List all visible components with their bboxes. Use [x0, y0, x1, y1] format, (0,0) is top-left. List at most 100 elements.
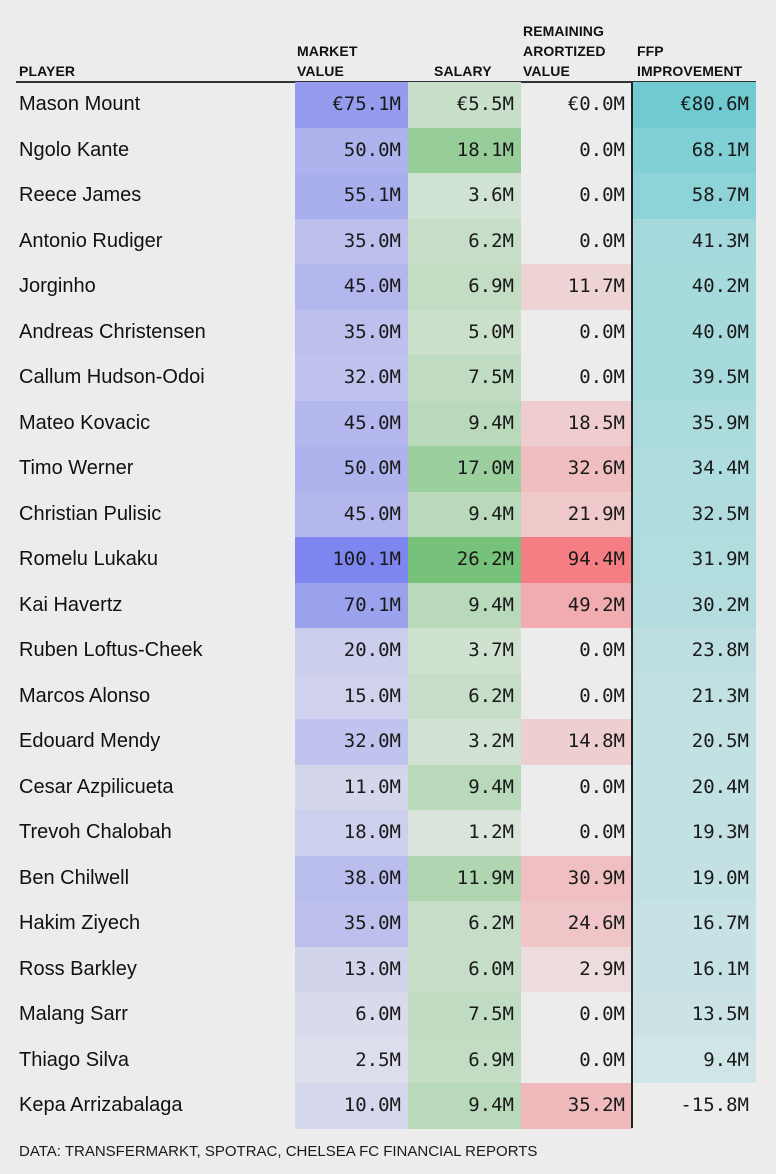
cell-ffp: 19.0M	[632, 855, 756, 901]
cell-remaining: 30.9M	[521, 855, 632, 901]
cell-salary: 7.5M	[408, 355, 521, 401]
cell-ffp: 9.4M	[632, 1037, 756, 1083]
cell-market-value: 38.0M	[295, 855, 408, 901]
player-name: Reece James	[19, 184, 142, 206]
cell-remaining: 0.0M	[579, 821, 625, 843]
cell-ffp: 35.9M	[632, 400, 756, 446]
player-name: Romelu Lukaku	[19, 548, 158, 570]
cell-salary: 9.4M	[408, 400, 521, 446]
player-name: Malang Sarr	[19, 1003, 128, 1025]
player-name: Trevoh Chalobah	[19, 821, 172, 843]
cell-salary: 6.2M	[408, 218, 521, 264]
cell-salary: 5.0M	[408, 309, 521, 355]
cell-remaining: 18.5M	[521, 400, 632, 446]
cell-salary: 17.0M	[408, 446, 521, 492]
cell-ffp: 16.7M	[632, 901, 756, 947]
cell-ffp: 30.2M	[632, 582, 756, 628]
player-name: Ross Barkley	[19, 957, 137, 980]
cell-market-value: 50.0M	[295, 446, 408, 492]
cell-salary: 6.9M	[408, 1037, 521, 1083]
cell-ffp: 40.2M	[632, 264, 756, 310]
cell-salary: 9.4M	[408, 582, 521, 628]
cell-ffp: -15.8M	[680, 1094, 749, 1116]
cell-salary: 3.2M	[408, 719, 521, 765]
cell-salary: 1.2M	[408, 810, 521, 856]
cell-ffp: 20.4M	[632, 764, 756, 810]
cell-salary: 9.4M	[408, 491, 521, 537]
cell-ffp: 13.5M	[632, 992, 756, 1038]
cell-ffp: 20.5M	[632, 719, 756, 765]
cell-market-value: 10.0M	[295, 1083, 408, 1129]
cell-market-value: 15.0M	[295, 673, 408, 719]
cell-salary: 9.4M	[408, 764, 521, 810]
player-name: Edouard Mendy	[19, 730, 161, 752]
player-name: Christian Pulisic	[19, 502, 162, 525]
cell-salary: 3.7M	[408, 628, 521, 674]
cell-salary: 9.4M	[408, 1083, 521, 1129]
player-name: Ngolo Kante	[19, 138, 130, 161]
cell-remaining: 0.0M	[579, 229, 625, 252]
player-name: Jorginho	[19, 275, 96, 297]
cell-remaining: 11.7M	[521, 264, 632, 310]
cell-ffp: 40.0M	[632, 309, 756, 355]
cell-market-value: €75.1M	[295, 82, 408, 128]
cell-remaining: 0.0M	[579, 138, 625, 161]
player-name: Kai Havertz	[19, 593, 123, 616]
cell-remaining: 0.0M	[579, 320, 625, 343]
cell-salary: 6.9M	[408, 264, 521, 310]
cell-market-value: 45.0M	[295, 264, 408, 310]
cell-remaining: 0.0M	[579, 684, 625, 707]
cell-remaining: 94.4M	[521, 537, 632, 583]
cell-salary: 3.6M	[408, 173, 521, 219]
header-remaining-value: REMAINING ARORTIZED VALUE	[523, 23, 606, 79]
player-name: Marcos Alonso	[19, 684, 151, 707]
header-salary: SALARY	[434, 63, 492, 79]
cell-remaining: 0.0M	[579, 1048, 625, 1071]
player-name: Antonio Rudiger	[19, 229, 163, 252]
cell-market-value: 45.0M	[295, 400, 408, 446]
cell-market-value: 32.0M	[295, 719, 408, 765]
player-name: Timo Werner	[19, 457, 134, 479]
player-name: Cesar Azpilicueta	[19, 775, 174, 798]
player-name: Ben Chilwell	[19, 866, 130, 889]
cell-ffp: 23.8M	[632, 628, 756, 674]
cell-market-value: 6.0M	[295, 992, 408, 1038]
cell-market-value: 45.0M	[295, 491, 408, 537]
cell-market-value: 11.0M	[295, 764, 408, 810]
player-name: Ruben Loftus-Cheek	[19, 639, 203, 661]
player-name: Andreas Christensen	[19, 320, 206, 343]
cell-remaining: 0.0M	[579, 775, 625, 798]
cell-market-value: 55.1M	[295, 173, 408, 219]
cell-ffp: 34.4M	[632, 446, 756, 492]
cell-market-value: 35.0M	[295, 218, 408, 264]
cell-market-value: 70.1M	[295, 582, 408, 628]
cell-remaining: 2.9M	[521, 946, 632, 992]
cell-market-value: 13.0M	[295, 946, 408, 992]
cell-remaining: 0.0M	[579, 184, 625, 206]
cell-remaining: 21.9M	[521, 491, 632, 537]
cell-salary: 18.1M	[408, 127, 521, 173]
cell-ffp: 31.9M	[632, 537, 756, 583]
cell-ffp: 39.5M	[632, 355, 756, 401]
cell-remaining: 0.0M	[579, 1003, 625, 1025]
cell-remaining: 14.8M	[521, 719, 632, 765]
player-name: Callum Hudson-Odoi	[19, 366, 205, 388]
cell-market-value: 2.5M	[295, 1037, 408, 1083]
cell-ffp: 21.3M	[632, 673, 756, 719]
cell-market-value: 18.0M	[295, 810, 408, 856]
cell-ffp: 16.1M	[632, 946, 756, 992]
cell-market-value: 35.0M	[295, 309, 408, 355]
cell-market-value: 100.1M	[295, 537, 408, 583]
header-player: PLAYER	[19, 63, 76, 79]
cell-ffp: 68.1M	[632, 127, 756, 173]
cell-salary: 6.2M	[408, 901, 521, 947]
header-ffp-improvement: FFP IMPROVEMENT	[637, 43, 743, 79]
cell-salary: 7.5M	[408, 992, 521, 1038]
cell-ffp: 19.3M	[632, 810, 756, 856]
cell-market-value: 35.0M	[295, 901, 408, 947]
player-name: Mason Mount	[19, 93, 141, 115]
cell-remaining: 0.0M	[579, 366, 625, 388]
cell-salary: 26.2M	[408, 537, 521, 583]
player-name: Hakim Ziyech	[19, 912, 141, 934]
cell-salary: 6.2M	[408, 673, 521, 719]
